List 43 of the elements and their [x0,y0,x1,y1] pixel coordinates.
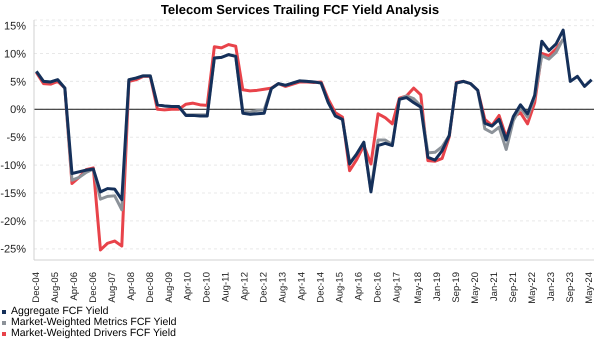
x-tick-label: Jan-21 [488,272,500,302]
legend-label: Aggregate FCF Yield [11,305,108,317]
x-tick-label: Aug-17 [392,272,403,303]
x-tick-label: Dec-06 [88,272,99,303]
y-tick-label: -15% [0,188,26,200]
x-tick-label: Dec-12 [258,272,270,303]
x-tick-label: May-20 [470,272,481,304]
x-tick-label: Dec-08 [144,272,156,303]
x-tick-label: Dec-16 [372,272,384,303]
x-tick-label: Aug-07 [106,272,118,303]
x-tick-label: Apr-16 [354,272,365,301]
y-tick-label: 5% [10,76,26,88]
y-tick-label: 0% [10,104,26,116]
x-tick-label: Apr-06 [68,272,80,301]
x-tick-label: Aug-15 [334,272,346,303]
x-tick-label: Sep-19 [450,272,462,303]
x-tick-label: Aug-09 [164,272,175,303]
y-tick-label: 15% [4,20,26,32]
x-tick-label: Jan-23 [546,272,557,302]
y-tick-label: -20% [0,216,26,228]
x-tick-label: Apr-08 [126,272,137,301]
x-tick-label: Dec-04 [30,272,42,303]
legend-label: Market-Weighted Metrics FCF Yield [11,316,177,328]
legend-label: Market-Weighted Drivers FCF Yield [11,327,176,339]
x-tick-label: May-18 [412,272,424,304]
x-tick-label: Apr-10 [182,272,194,301]
x-tick-label: Sep-21 [508,272,519,303]
chart-title: Telecom Services Trailing FCF Yield Analysis [160,2,440,17]
y-tick-label: -10% [0,160,26,172]
x-tick-label: Dec-14 [316,272,327,303]
x-tick-label: May-22 [526,272,538,304]
x-tick-label: Aug-11 [220,272,232,302]
x-tick-label: Sep-23 [564,272,576,303]
y-tick-label: -5% [6,132,26,144]
x-tick-label: Dec-10 [202,272,213,303]
y-tick-label: 10% [4,48,26,60]
x-tick-label: Aug-05 [50,272,61,303]
x-tick-label: May-24 [584,272,595,304]
y-tick-label: -25% [0,244,26,256]
x-tick-label: Jan-19 [432,272,443,302]
x-tick-label: Apr-14 [296,272,308,301]
x-tick-label: Apr-12 [240,272,251,301]
x-tick-label: Aug-13 [278,272,289,303]
